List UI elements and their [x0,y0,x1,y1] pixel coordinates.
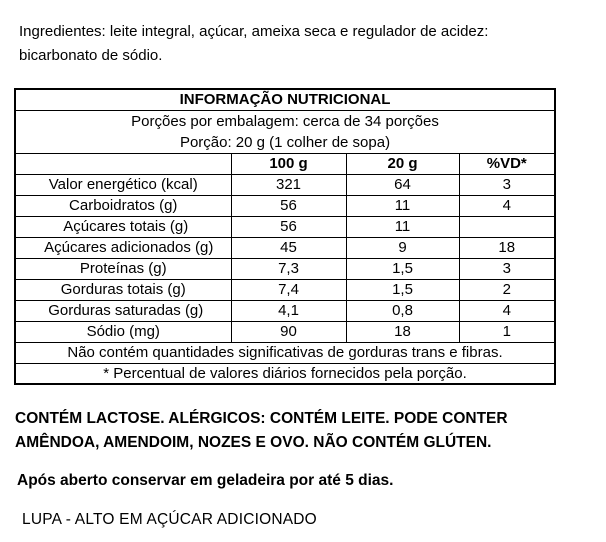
nutrient-label: Gorduras totais (g) [14,278,232,301]
note-daily-values: * Percentual de valores diários fornecid… [14,362,556,385]
value-100g: 321 [230,173,347,196]
note-trans-fat-row: Não contém quantidades significativas de… [14,341,556,364]
nutrition-facts-table: INFORMAÇÃO NUTRICIONAL Porções por embal… [14,88,557,385]
nutrient-label: Valor energético (kcal) [14,173,232,196]
portion-size: Porção: 20 g (1 colher de sopa) [179,133,391,151]
nutrient-label: Sódio (mg) [14,320,232,343]
value-20g: 0,8 [345,299,460,322]
column-header-20g: 20 g [345,152,460,175]
column-header-vd: %VD* [458,152,556,175]
value-vd: 3 [458,257,556,280]
value-20g: 1,5 [345,257,460,280]
allergen-warning: CONTÉM LACTOSE. ALÉRGICOS: CONTÉM LEITE.… [15,410,508,451]
table-row-total-sugars: Açúcares totais (g) 56 11 [14,215,556,238]
value-vd: 4 [458,299,556,322]
table-row-total-fat: Gorduras totais (g) 7,4 1,5 2 [14,278,556,301]
value-vd: 1 [458,320,556,343]
value-vd: 4 [458,194,556,217]
value-vd: 2 [458,278,556,301]
value-100g: 45 [230,236,347,259]
table-row-energy: Valor energético (kcal) 321 64 3 [14,173,556,196]
note-daily-values-row: * Percentual de valores diários fornecid… [14,362,556,385]
table-title-row: INFORMAÇÃO NUTRICIONAL [14,88,556,111]
column-header-row: 100 g 20 g %VD* [14,152,556,175]
note-trans-fat: Não contém quantidades significativas de… [14,341,556,364]
nutrient-label: Proteínas (g) [14,257,232,280]
value-vd: 18 [458,236,556,259]
nutrient-label: Açúcares totais (g) [14,215,232,238]
nutrient-label: Carboidratos (g) [14,194,232,217]
value-100g: 7,3 [230,257,347,280]
value-100g: 56 [230,194,347,217]
value-vd [458,215,556,238]
value-20g: 11 [345,194,460,217]
value-100g: 7,4 [230,278,347,301]
ingredients-text: Ingredientes: leite integral, açúcar, am… [19,23,489,64]
value-20g: 1,5 [345,278,460,301]
value-100g: 4,1 [230,299,347,322]
table-row-added-sugars: Açúcares adicionados (g) 45 9 18 [14,236,556,259]
column-header-100g: 100 g [230,152,347,175]
column-header-empty [14,152,232,175]
high-in-added-sugar-warning: LUPA - ALTO EM AÇÚCAR ADICIONADO [22,511,317,528]
servings-per-package: Porções por embalagem: cerca de 34 porçõ… [131,112,439,130]
value-20g: 9 [345,236,460,259]
value-100g: 90 [230,320,347,343]
value-100g: 56 [230,215,347,238]
value-20g: 64 [345,173,460,196]
table-title: INFORMAÇÃO NUTRICIONAL [14,88,556,111]
nutrient-label: Açúcares adicionados (g) [14,236,232,259]
value-vd: 3 [458,173,556,196]
nutrient-label: Gorduras saturadas (g) [14,299,232,322]
table-row-protein: Proteínas (g) 7,3 1,5 3 [14,257,556,280]
value-20g: 18 [345,320,460,343]
value-20g: 11 [345,215,460,238]
table-row-sodium: Sódio (mg) 90 18 1 [14,320,556,343]
servings-row: Porções por embalagem: cerca de 34 porçõ… [14,109,556,154]
table-row-carbs: Carboidratos (g) 56 11 4 [14,194,556,217]
storage-instructions: Após aberto conservar em geladeira por a… [17,472,394,489]
table-row-saturated-fat: Gorduras saturadas (g) 4,1 0,8 4 [14,299,556,322]
